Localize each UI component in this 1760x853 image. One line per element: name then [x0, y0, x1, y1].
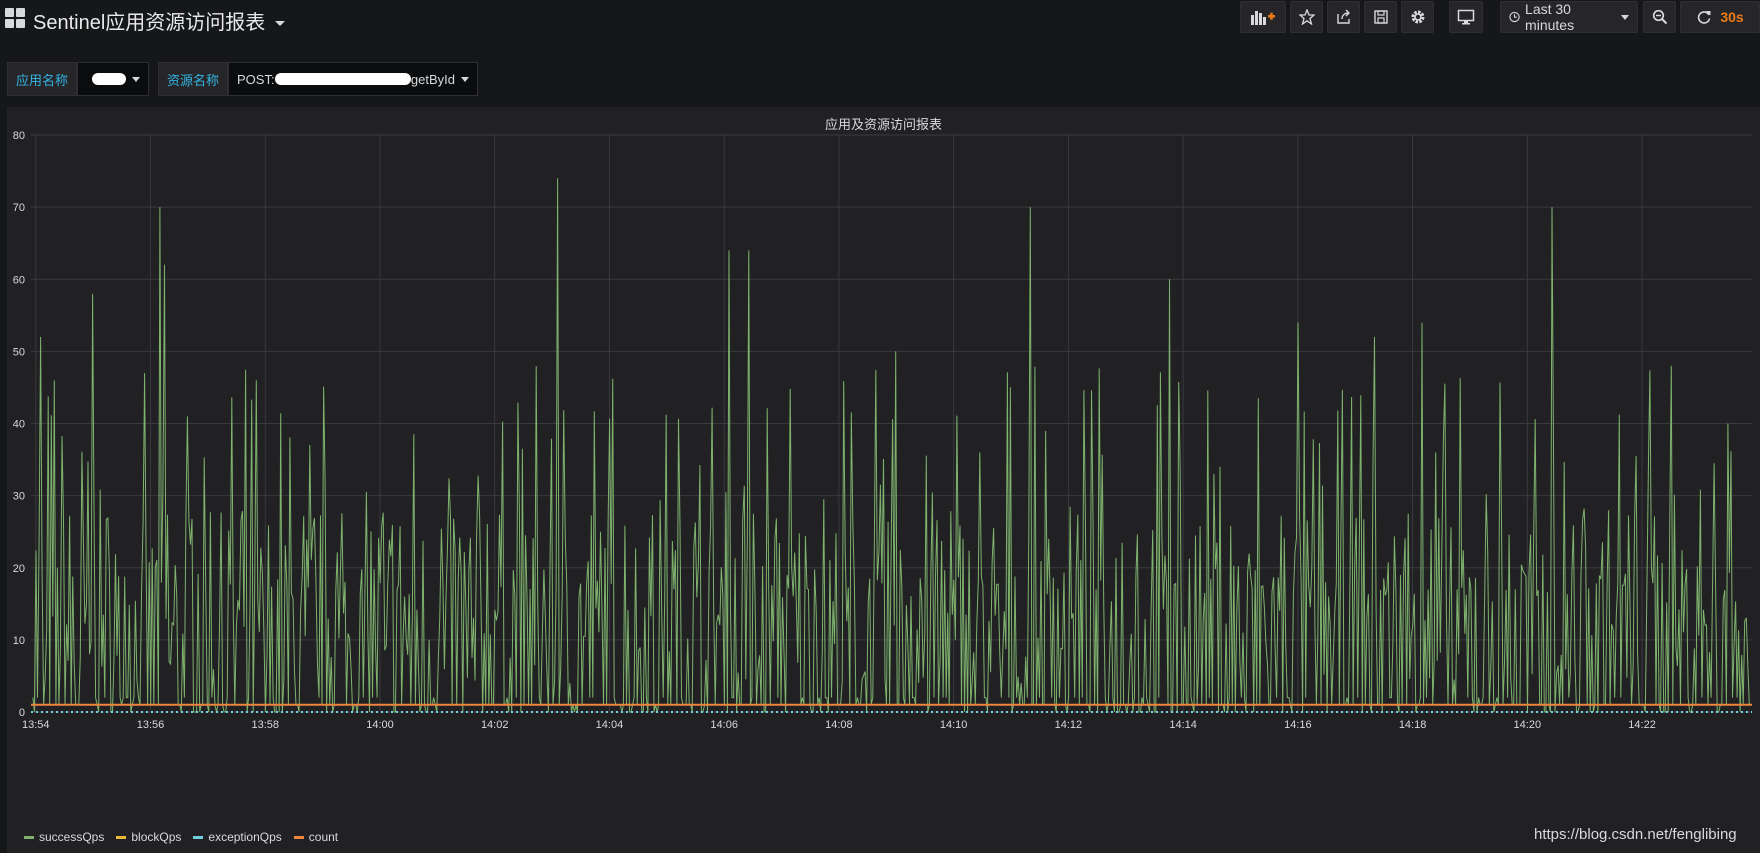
- panel-title[interactable]: 应用及资源访问报表: [824, 117, 942, 132]
- star-button[interactable]: [1290, 1, 1323, 33]
- y-tick-label: 10: [13, 635, 25, 647]
- y-tick-label: 70: [13, 202, 25, 214]
- dashboard-title[interactable]: Sentinel应用资源访问报表: [33, 6, 286, 35]
- legend-item-blockQps[interactable]: blockQps: [116, 830, 181, 844]
- settings-button[interactable]: [1401, 1, 1434, 33]
- y-tick-label: 60: [13, 274, 25, 286]
- legend-label: count: [308, 830, 339, 844]
- y-tick-label: 40: [13, 419, 25, 431]
- y-tick-label: 50: [13, 346, 25, 358]
- y-tick-label: 80: [13, 130, 25, 142]
- legend-swatch: [24, 835, 34, 839]
- refresh-interval-label: 30s: [1720, 9, 1744, 25]
- series-line-successQps: [32, 178, 1750, 713]
- resource-variable-label: 资源名称: [158, 62, 229, 96]
- x-tick-label: 14:12: [1055, 719, 1083, 731]
- app-variable-label: 应用名称: [7, 62, 78, 96]
- x-tick-label: 14:04: [596, 719, 624, 731]
- clock-icon: [1509, 11, 1520, 23]
- add-panel-icon: [1251, 11, 1275, 25]
- x-tick-label: 13:56: [137, 719, 165, 731]
- save-button[interactable]: [1364, 1, 1397, 33]
- monitor-icon: [1457, 9, 1475, 25]
- time-range-label: Last 30 minutes: [1525, 1, 1575, 33]
- resource-variable: 资源名称 POST: getById: [158, 62, 479, 96]
- x-tick-label: 14:10: [940, 719, 968, 731]
- chart-series: [31, 178, 1752, 713]
- refresh-icon: [1698, 11, 1711, 24]
- x-tick-label: 14:02: [481, 719, 509, 731]
- graph-panel: 应用及资源访问报表 0 10 20 30 40 50 60 70 80 13:54 13:56 13…: [7, 107, 1760, 853]
- watermark-text: https://blog.csdn.net/fenglibing: [1534, 826, 1737, 843]
- legend-swatch: [116, 835, 127, 839]
- y-tick-label: 20: [13, 563, 25, 575]
- redacted-mask: [92, 73, 127, 85]
- add-panel-button[interactable]: [1240, 1, 1286, 33]
- legend-item-count[interactable]: count: [293, 830, 339, 844]
- dashboard-grid-icon[interactable]: [5, 8, 25, 28]
- line-chart[interactable]: 0 10 20 30 40 50 60 70 80 13:54 13:56 13:58 14:00 14…: [7, 107, 1760, 827]
- chart-legend: successQps blockQps exceptionQps count: [24, 830, 338, 844]
- resource-variable-select[interactable]: POST: getById: [228, 62, 479, 96]
- x-tick-label: 14:18: [1399, 719, 1427, 731]
- tv-mode-button[interactable]: [1449, 1, 1483, 33]
- redacted-mask: [274, 73, 411, 85]
- chevron-down-icon: [1621, 14, 1629, 20]
- chevron-down-icon: [275, 21, 286, 27]
- chevron-down-icon: [132, 76, 141, 82]
- x-tick-label: 14:00: [366, 719, 394, 731]
- resource-value-prefix: POST:: [237, 71, 275, 87]
- x-tick-label: 14:16: [1284, 719, 1312, 731]
- legend-item-successQps[interactable]: successQps: [24, 830, 104, 844]
- time-range-picker[interactable]: Last 30 minutes: [1500, 1, 1638, 33]
- x-axis-ticks: 13:54 13:56 13:58 14:00 14:02 14:04 14:06 14:08…: [22, 719, 1656, 731]
- x-tick-label: 14:06: [710, 719, 738, 731]
- dashboard-title-text: Sentinel应用资源访问报表: [33, 12, 266, 34]
- resource-value-suffix: getById: [410, 71, 456, 87]
- x-tick-label: 14:20: [1514, 719, 1542, 731]
- share-icon: [1336, 9, 1350, 24]
- legend-label: successQps: [39, 830, 105, 844]
- legend-swatch: [293, 835, 304, 839]
- legend-swatch: [193, 835, 204, 839]
- y-tick-label: 0: [19, 707, 25, 719]
- x-tick-label: 14:08: [825, 719, 853, 731]
- x-tick-label: 14:22: [1628, 719, 1656, 731]
- legend-label: exceptionQps: [208, 830, 282, 844]
- legend-label: blockQps: [131, 830, 182, 844]
- x-tick-label: 14:14: [1169, 719, 1197, 731]
- x-tick-label: 13:58: [251, 719, 279, 731]
- gear-icon: [1411, 10, 1424, 24]
- x-tick-label: 13:54: [22, 719, 50, 731]
- save-icon: [1373, 10, 1388, 24]
- app-variable-select[interactable]: [77, 62, 150, 96]
- zoom-out-icon: [1652, 9, 1667, 25]
- share-button[interactable]: [1327, 1, 1360, 33]
- app-variable: 应用名称: [7, 62, 150, 96]
- top-navbar: Sentinel应用资源访问报表 Last 30 minutes 30s: [0, 0, 1760, 40]
- refresh-button[interactable]: 30s: [1680, 1, 1760, 33]
- star-icon: [1298, 9, 1315, 25]
- chevron-down-icon: [461, 76, 470, 82]
- zoom-out-button[interactable]: [1643, 1, 1676, 33]
- legend-item-exceptionQps[interactable]: exceptionQps: [193, 830, 282, 844]
- y-tick-label: 30: [13, 491, 25, 503]
- y-axis-ticks: 0 10 20 30 40 50 60 70 80: [13, 130, 25, 719]
